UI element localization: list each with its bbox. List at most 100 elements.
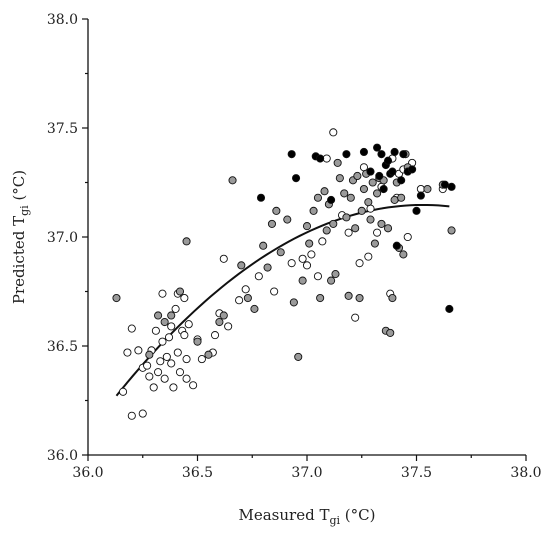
data-point-white <box>160 374 169 383</box>
data-point-gray <box>294 352 303 361</box>
data-point-gray <box>333 158 342 167</box>
data-point-gray <box>309 206 318 215</box>
x-axis-label: Measured Tgi (°C) <box>239 506 376 527</box>
data-point-black <box>416 191 425 200</box>
data-point-gray <box>243 293 252 303</box>
data-point-white <box>182 355 191 364</box>
data-point-white <box>318 237 327 246</box>
data-point-black <box>373 143 382 152</box>
data-point-black <box>291 174 301 183</box>
data-point-black <box>399 150 408 159</box>
y-tick-label: 36.0 <box>47 448 78 464</box>
data-point-white <box>138 409 147 418</box>
data-point-gray <box>397 193 406 202</box>
data-point-black <box>366 167 375 176</box>
data-point-gray <box>359 184 368 194</box>
data-point-white <box>151 326 160 335</box>
data-point-gray <box>215 317 224 327</box>
data-point-gray <box>259 241 268 250</box>
data-point-black <box>256 193 266 202</box>
data-point-black <box>375 171 384 181</box>
data-point-white <box>355 259 364 268</box>
data-point-white <box>344 228 353 237</box>
data-point-white <box>307 250 316 259</box>
data-point-gray <box>193 337 202 346</box>
data-point-black <box>412 206 421 215</box>
data-point-black <box>390 147 399 157</box>
data-point-white <box>189 381 198 390</box>
data-point-black <box>388 167 397 176</box>
data-point-black <box>447 182 456 191</box>
data-point-gray <box>228 176 237 185</box>
data-point-gray <box>289 298 298 307</box>
data-point-white <box>302 261 312 270</box>
data-point-gray <box>145 350 154 359</box>
data-point-white <box>403 232 412 242</box>
data-point-gray <box>370 239 379 248</box>
data-point-gray <box>283 215 292 224</box>
data-point-white <box>182 374 191 383</box>
data-point-gray <box>346 193 355 202</box>
data-point-gray <box>263 263 272 272</box>
data-point-white <box>118 387 128 396</box>
data-point-gray <box>351 224 360 233</box>
data-point-gray <box>320 187 329 196</box>
tick-labels: 36.0 36.5 37.0 37.5 38.0 36.0 36.5 37.0 37.5 38.0 <box>47 12 542 481</box>
data-point-black <box>440 180 450 189</box>
data-point-gray <box>250 304 259 313</box>
data-point-white <box>241 285 250 294</box>
data-point-gray <box>154 311 163 320</box>
data-point-white <box>197 355 206 364</box>
data-point-gray <box>399 250 408 259</box>
data-point-gray <box>160 317 169 327</box>
data-point-gray <box>368 178 377 187</box>
data-point-white <box>235 296 244 305</box>
data-point-white <box>143 361 152 370</box>
data-point-white <box>224 322 233 331</box>
data-point-black <box>316 154 325 163</box>
data-point-gray <box>383 224 393 233</box>
data-point-white <box>167 359 176 368</box>
data-point-gray <box>329 219 338 228</box>
data-point-white <box>123 348 132 357</box>
data-point-gray <box>423 184 432 194</box>
data-point-gray <box>353 171 362 181</box>
data-point-white <box>364 252 373 261</box>
data-point-white <box>329 128 338 137</box>
data-points <box>112 128 456 420</box>
data-point-black <box>359 147 368 157</box>
data-point-gray <box>342 213 351 222</box>
data-point-white <box>175 368 185 377</box>
data-point-black <box>287 150 296 159</box>
data-point-gray <box>313 193 323 202</box>
data-point-white <box>154 368 163 377</box>
data-point-black <box>383 156 393 165</box>
data-point-gray <box>388 293 397 303</box>
data-point-white <box>254 272 263 281</box>
data-point-white <box>164 333 174 342</box>
data-point-white <box>351 313 360 322</box>
data-point-white <box>180 331 189 340</box>
data-point-gray <box>386 328 395 337</box>
x-tick-label: 36.0 <box>72 465 103 481</box>
data-point-black <box>342 150 351 159</box>
data-point-black <box>397 176 406 185</box>
data-point-gray <box>302 222 312 231</box>
data-point-white <box>162 352 171 361</box>
data-point-gray <box>305 239 314 248</box>
data-point-gray <box>390 195 399 204</box>
data-point-gray <box>175 287 185 296</box>
data-point-gray <box>219 311 228 320</box>
fit-curve <box>115 203 450 397</box>
data-point-gray <box>276 248 285 257</box>
data-point-gray <box>204 350 213 359</box>
data-point-white <box>270 287 279 296</box>
data-point-black <box>379 184 388 194</box>
data-point-white <box>149 383 158 392</box>
x-tick-label: 37.0 <box>291 465 322 481</box>
data-point-white <box>171 304 180 313</box>
data-point-gray <box>366 215 375 224</box>
data-point-white <box>180 293 189 303</box>
data-point-white <box>127 411 136 420</box>
data-point-black <box>445 304 454 313</box>
